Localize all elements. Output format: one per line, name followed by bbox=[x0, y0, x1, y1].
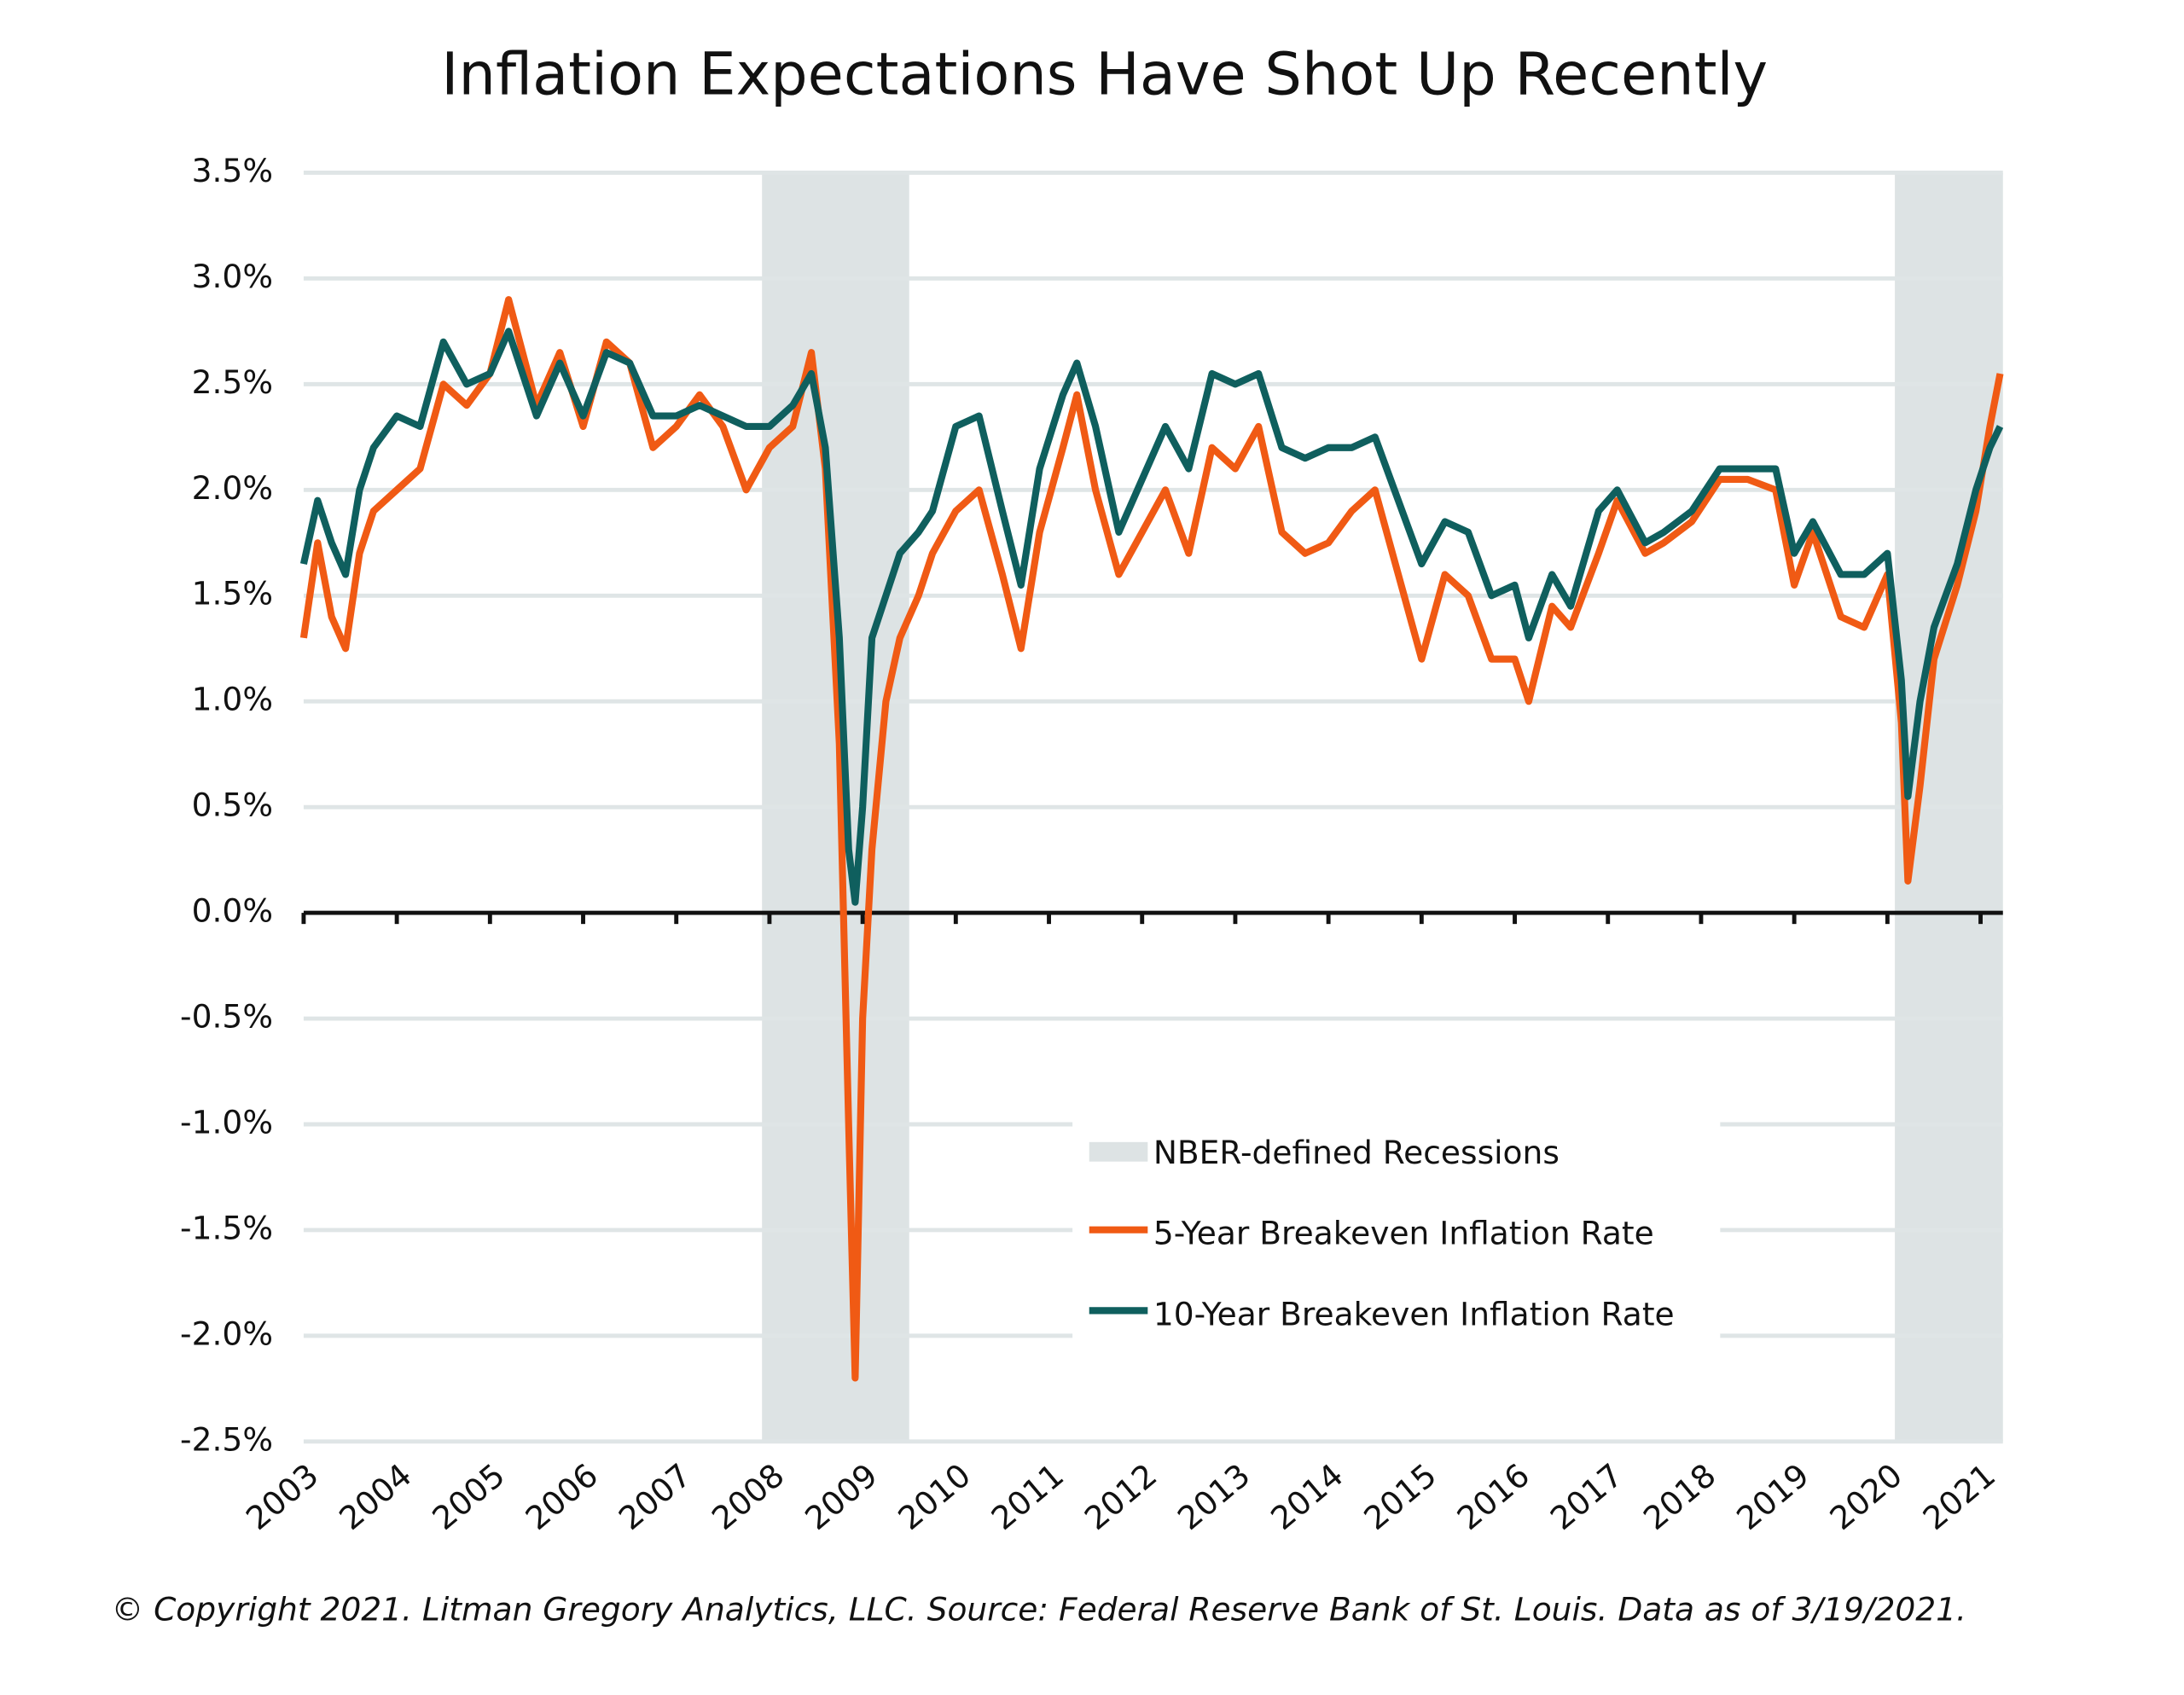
x-tick-label: 2007 bbox=[612, 1456, 698, 1537]
y-tick-label: 0.5% bbox=[192, 787, 273, 824]
x-tick-label: 2020 bbox=[1822, 1456, 1908, 1537]
y-tick-label: 3.0% bbox=[192, 258, 273, 295]
y-tick-label: 2.0% bbox=[192, 469, 273, 507]
x-tick-label: 2005 bbox=[425, 1456, 511, 1537]
y-tick-label: -1.5% bbox=[180, 1209, 273, 1246]
y-tick-label: -0.5% bbox=[180, 998, 273, 1036]
x-tick-label: 2012 bbox=[1077, 1456, 1164, 1537]
x-tick-label: 2011 bbox=[985, 1456, 1071, 1537]
x-tick-label: 2008 bbox=[705, 1456, 791, 1537]
y-tick-label: -2.0% bbox=[180, 1315, 273, 1352]
x-tick-label: 2006 bbox=[519, 1456, 605, 1537]
x-tick-label: 2013 bbox=[1170, 1456, 1257, 1537]
footnote: © Copyright 2021. Litman Gregory Analyti… bbox=[112, 1591, 1966, 1628]
line-series bbox=[299, 328, 2004, 906]
x-tick-label: 2010 bbox=[891, 1456, 977, 1537]
x-tick-label: 2015 bbox=[1356, 1456, 1443, 1537]
y-tick-label: -1.0% bbox=[180, 1103, 273, 1141]
x-tick-label: 2019 bbox=[1729, 1456, 1815, 1537]
legend-label: 5-Year Breakeven Inflation Rate bbox=[1153, 1215, 1654, 1252]
x-tick-label: 2003 bbox=[239, 1456, 325, 1537]
x-tick-label: 2009 bbox=[798, 1456, 884, 1537]
x-tick-label: 2014 bbox=[1263, 1456, 1350, 1537]
x-tick-label: 2018 bbox=[1636, 1456, 1722, 1537]
x-tick-label: 2004 bbox=[332, 1456, 418, 1537]
x-tick-label: 2021 bbox=[1916, 1456, 2002, 1537]
y-tick-label: 3.5% bbox=[192, 152, 273, 189]
plot-area: 3.5% 3.0% 2.5% 2.0% 1.5% 1.0% 0.5% 0.0% -0.5% -1.… bbox=[180, 152, 2004, 1537]
y-tick-label: 1.0% bbox=[192, 681, 273, 718]
chart-title: Inflation Expectations Have Shot Up Rece… bbox=[441, 40, 1768, 108]
legend-label: NBER-defined Recessions bbox=[1153, 1134, 1560, 1171]
y-tick-label: 1.5% bbox=[192, 575, 273, 612]
line-series bbox=[299, 296, 2004, 1382]
y-tick-label: 0.0% bbox=[192, 892, 273, 930]
legend-background bbox=[1072, 1114, 1721, 1351]
legend: NBER-defined Recessions 5-Year Breakeven… bbox=[1072, 1114, 1721, 1351]
legend-label: 10-Year Breakeven Inflation Rate bbox=[1153, 1295, 1675, 1332]
y-tick-label: -2.5% bbox=[180, 1420, 273, 1458]
x-tick-label: 2016 bbox=[1450, 1456, 1536, 1537]
x-tick-label: 2017 bbox=[1543, 1456, 1629, 1537]
y-tick-label: 2.5% bbox=[192, 363, 273, 401]
legend-swatch bbox=[1089, 1141, 1148, 1162]
